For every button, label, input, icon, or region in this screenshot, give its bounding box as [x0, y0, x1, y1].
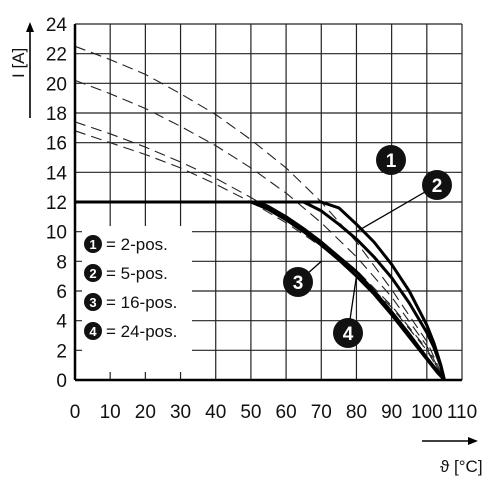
current-curves	[75, 200, 446, 382]
curve-badge-3	[283, 267, 313, 297]
y-tick-label: 24	[46, 15, 68, 36]
x-tick-label: 80	[346, 402, 367, 423]
badge-leader-2	[356, 184, 438, 233]
y-tick-label: 12	[46, 193, 67, 214]
legend-label: = 2-pos.	[106, 235, 168, 254]
curve-badge-2	[422, 170, 452, 200]
legend: 1 = 2-pos. 2 = 5-pos. 3 = 16-pos. 4 = 24-pos.	[82, 226, 192, 372]
y-tick-label: 0	[56, 371, 67, 392]
y-axis-label: I [A]	[9, 48, 28, 78]
y-tick-label: 10	[46, 223, 67, 244]
x-tick-label: 0	[70, 402, 81, 423]
legend-label: = 24-pos.	[106, 322, 177, 341]
y-tick-label: 4	[56, 312, 67, 333]
x-tick-label: 100	[411, 402, 443, 423]
y-tick-label: 22	[46, 45, 67, 66]
y-tick-label: 20	[46, 74, 67, 95]
x-tick-label: 30	[170, 402, 191, 423]
y-tick-label: 6	[56, 282, 67, 303]
legend-badge-number: 3	[89, 295, 96, 310]
y-tick-label: 2	[56, 341, 67, 362]
legend-badge-2	[84, 264, 102, 282]
legend-badge-1	[84, 235, 102, 253]
axes	[26, 22, 478, 445]
current-curve-2	[75, 200, 446, 381]
y-tick-label: 14	[46, 163, 68, 184]
legend-badge-number: 1	[89, 237, 96, 252]
y-axis-arrowhead	[26, 22, 34, 32]
x-tick-labels: 0 10 20 30 40 50 60 70 80 90 100 110	[70, 402, 477, 423]
curve-badges: 1 2 3 4	[283, 145, 452, 348]
curve-badge-number: 3	[293, 273, 304, 294]
x-axis-label: ϑ [°C]	[440, 457, 483, 476]
legend-badge-3	[84, 293, 102, 311]
x-axis-arrowhead	[468, 437, 478, 445]
y-tick-label: 16	[46, 134, 67, 155]
current-curve-4	[75, 200, 446, 382]
x-tick-label: 40	[205, 402, 226, 423]
curve-badge-1	[376, 145, 406, 175]
curve-badge-number: 1	[386, 151, 397, 172]
derating-curve-1	[74, 45, 445, 381]
legend-badge-number: 4	[89, 324, 97, 339]
curve-badge-number: 2	[432, 176, 443, 197]
derating-curve-2	[74, 79, 445, 381]
x-tick-label: 50	[240, 402, 261, 423]
x-tick-label: 110	[447, 402, 477, 423]
derating-curve-4	[74, 130, 445, 381]
y-tick-label: 8	[56, 252, 67, 273]
curve-badge-number: 4	[343, 324, 354, 345]
curve-badge-4	[333, 318, 363, 348]
x-tick-label: 20	[135, 402, 156, 423]
legend-badge-number: 2	[89, 266, 96, 281]
x-tick-label: 60	[276, 402, 297, 423]
x-tick-label: 70	[311, 402, 332, 423]
y-tick-label: 18	[46, 104, 67, 125]
legend-label: = 16-pos.	[106, 293, 177, 312]
x-tick-label: 90	[381, 402, 402, 423]
legend-label: = 5-pos.	[106, 264, 168, 283]
x-tick-label: 10	[100, 402, 121, 423]
legend-badge-4	[84, 322, 102, 340]
